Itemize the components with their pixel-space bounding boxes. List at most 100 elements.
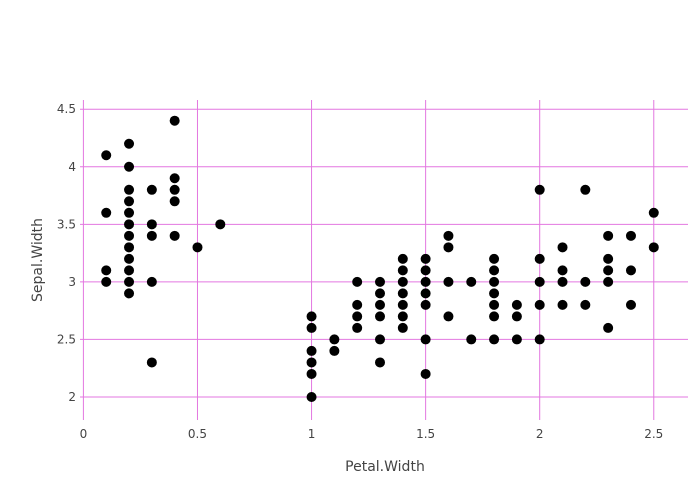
data-point bbox=[603, 230, 614, 241]
data-point bbox=[489, 265, 500, 276]
data-point bbox=[101, 207, 112, 218]
data-point bbox=[648, 207, 659, 218]
x-tick-label: 1.5 bbox=[416, 427, 435, 441]
data-point bbox=[352, 299, 363, 310]
data-point bbox=[397, 265, 408, 276]
data-point bbox=[397, 311, 408, 322]
data-point bbox=[146, 276, 157, 287]
data-point bbox=[146, 230, 157, 241]
data-point bbox=[124, 138, 135, 149]
data-point bbox=[124, 219, 135, 230]
data-point bbox=[306, 391, 317, 402]
data-point bbox=[306, 345, 317, 356]
data-point bbox=[534, 253, 545, 264]
data-point bbox=[466, 334, 477, 345]
data-point bbox=[489, 288, 500, 299]
data-point bbox=[397, 299, 408, 310]
x-tick-label: 2.5 bbox=[644, 427, 663, 441]
data-point bbox=[603, 253, 614, 264]
x-tick-label: 0.5 bbox=[188, 427, 207, 441]
data-point bbox=[580, 184, 591, 195]
data-point bbox=[124, 288, 135, 299]
data-point bbox=[169, 115, 180, 126]
data-point bbox=[306, 322, 317, 333]
data-point bbox=[625, 299, 636, 310]
data-point bbox=[124, 207, 135, 218]
data-point bbox=[420, 288, 431, 299]
data-point bbox=[192, 242, 203, 253]
data-point bbox=[124, 161, 135, 172]
y-tick-label: 2.5 bbox=[57, 332, 76, 346]
data-point bbox=[146, 219, 157, 230]
data-point bbox=[146, 357, 157, 368]
y-tick-label: 4.5 bbox=[57, 102, 76, 116]
data-point bbox=[215, 219, 226, 230]
y-tick-label: 3 bbox=[68, 275, 76, 289]
data-point bbox=[580, 299, 591, 310]
data-point bbox=[169, 230, 180, 241]
data-point bbox=[101, 276, 112, 287]
data-point bbox=[146, 184, 157, 195]
data-point bbox=[557, 242, 568, 253]
data-point bbox=[397, 322, 408, 333]
data-point bbox=[443, 276, 454, 287]
data-point bbox=[306, 357, 317, 368]
data-point bbox=[557, 299, 568, 310]
x-tick-label: 0 bbox=[80, 427, 88, 441]
y-tick-label: 2 bbox=[68, 390, 76, 404]
data-point bbox=[306, 311, 317, 322]
data-point bbox=[124, 184, 135, 195]
data-point bbox=[375, 288, 385, 299]
data-point bbox=[124, 276, 135, 287]
data-point bbox=[397, 288, 408, 299]
data-point bbox=[352, 322, 363, 333]
y-tick-label: 4 bbox=[68, 160, 76, 174]
data-point bbox=[489, 299, 500, 310]
data-point bbox=[420, 299, 431, 310]
data-point bbox=[466, 276, 477, 287]
data-point bbox=[397, 276, 408, 287]
data-point bbox=[443, 230, 454, 241]
data-point bbox=[534, 184, 545, 195]
tick-layer: 0 0.5 1 1.5 2 2.5 2 2.5 3 3.5 4 4.5 bbox=[57, 102, 663, 441]
data-point bbox=[352, 311, 363, 322]
data-point bbox=[124, 242, 135, 253]
data-point bbox=[489, 334, 500, 345]
data-point bbox=[557, 265, 568, 276]
data-point bbox=[603, 276, 614, 287]
data-point bbox=[375, 311, 385, 322]
data-point bbox=[375, 276, 385, 287]
data-point bbox=[511, 311, 522, 322]
x-tick-label: 1 bbox=[308, 427, 316, 441]
data-point bbox=[375, 334, 385, 345]
data-point bbox=[169, 196, 180, 207]
data-point bbox=[124, 265, 135, 276]
data-point bbox=[124, 230, 135, 241]
data-point bbox=[580, 276, 591, 287]
data-point bbox=[420, 253, 431, 264]
data-point bbox=[397, 253, 408, 264]
data-point bbox=[420, 368, 431, 379]
data-point bbox=[420, 265, 431, 276]
data-point bbox=[306, 368, 317, 379]
data-point bbox=[534, 299, 545, 310]
data-point bbox=[625, 230, 636, 241]
data-point bbox=[534, 276, 545, 287]
data-point bbox=[352, 276, 363, 287]
data-point bbox=[603, 322, 614, 333]
data-point bbox=[625, 265, 636, 276]
data-point bbox=[101, 265, 112, 276]
x-axis-title: Petal.Width bbox=[345, 459, 425, 475]
data-point bbox=[489, 311, 500, 322]
data-point bbox=[443, 242, 454, 253]
data-point bbox=[489, 276, 500, 287]
data-point bbox=[101, 150, 112, 161]
data-point bbox=[420, 276, 431, 287]
data-point bbox=[375, 357, 385, 368]
grid-layer bbox=[80, 100, 688, 420]
data-point bbox=[489, 253, 500, 264]
data-point bbox=[375, 299, 385, 310]
data-point bbox=[648, 242, 659, 253]
